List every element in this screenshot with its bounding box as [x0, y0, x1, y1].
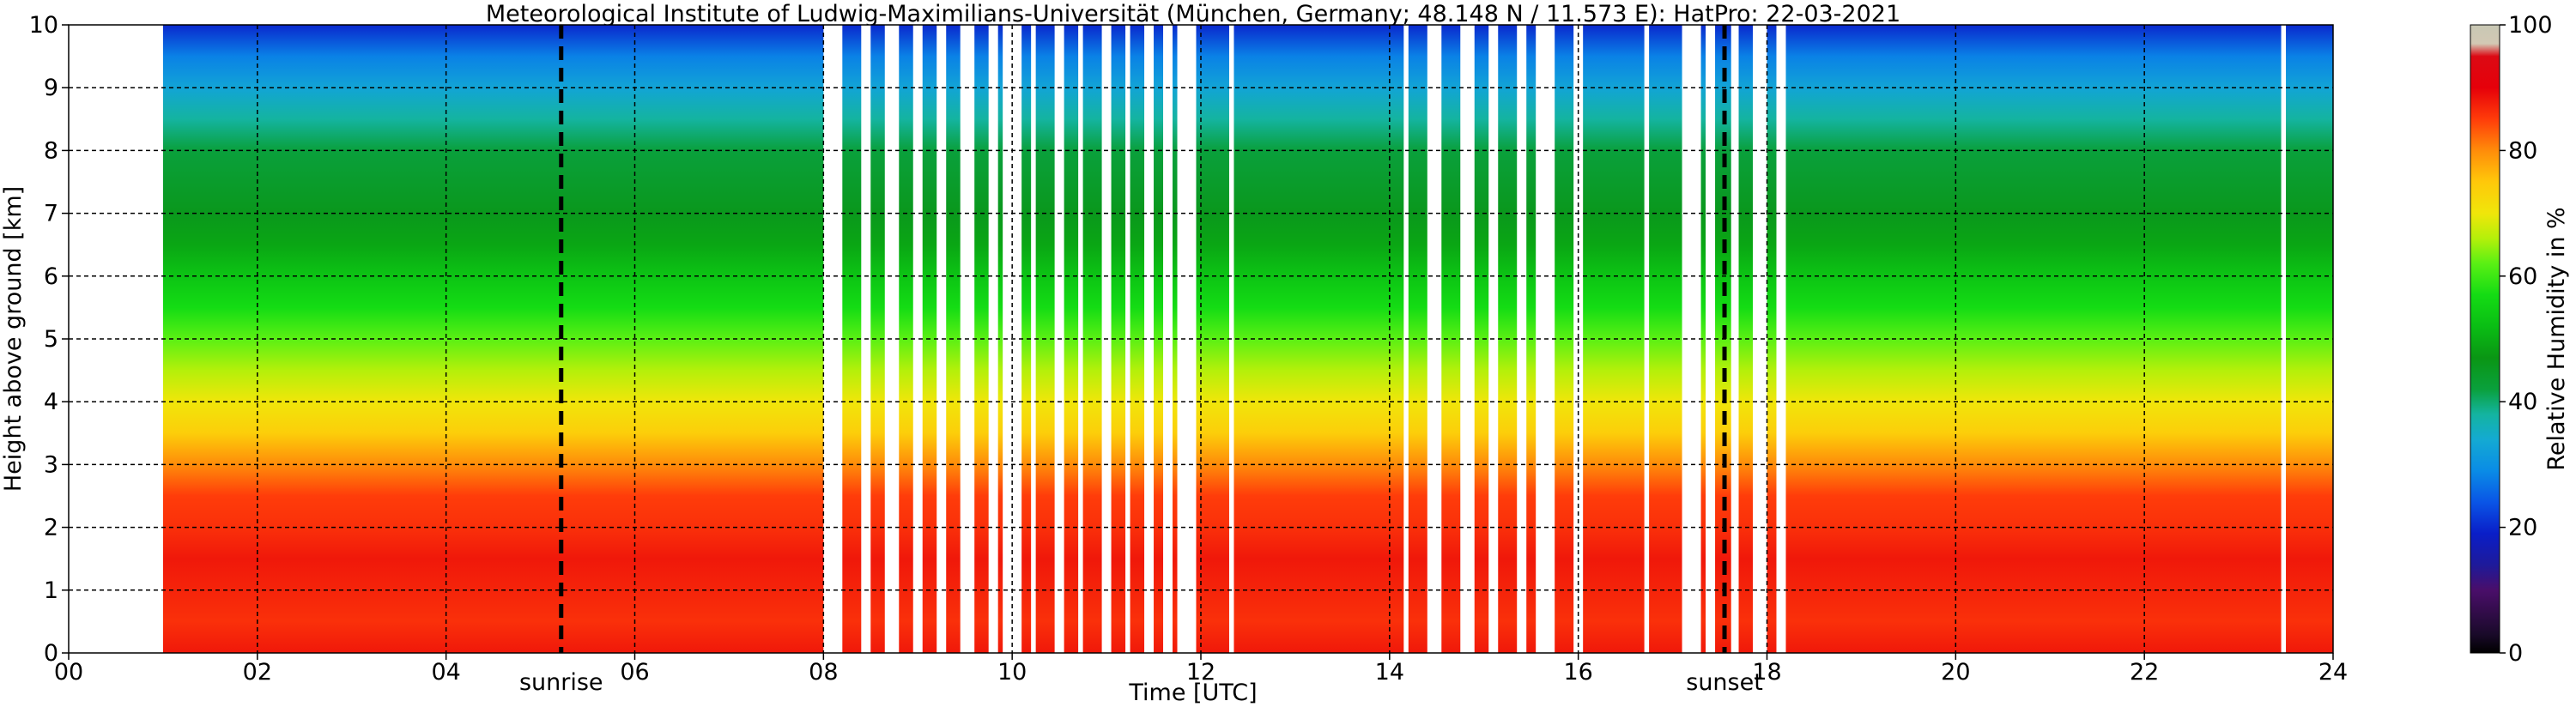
- chart-title: Meteorological Institute of Ludwig-Maxim…: [486, 1, 1900, 27]
- missing-data-gap: [1776, 25, 1786, 653]
- x-tick-label: 02: [243, 659, 272, 686]
- colorbar-ticks: 0 20 40 60 80 100: [2500, 12, 2553, 667]
- x-axis-label: Time [UTC]: [1128, 680, 1257, 706]
- colorbar-tick-label: 100: [2508, 12, 2553, 39]
- x-tick-label: 06: [620, 659, 649, 686]
- colorbar-tick-label: 80: [2508, 137, 2537, 164]
- missing-data-gap: [912, 25, 923, 653]
- missing-data-gap: [1144, 25, 1155, 653]
- x-tick-label: 24: [2318, 659, 2348, 686]
- missing-data-gap: [823, 25, 843, 653]
- colorbar-tick-label: 40: [2508, 389, 2537, 415]
- y-tick-label: 8: [44, 137, 58, 164]
- y-tick-label: 3: [44, 451, 58, 478]
- missing-data-gap: [884, 25, 900, 653]
- x-tick-label: 12: [1186, 659, 1215, 686]
- y-tick-label: 6: [44, 263, 58, 290]
- missing-data-gap: [1078, 25, 1083, 653]
- sunrise-label: sunrise: [519, 669, 603, 696]
- x-tick-label: 20: [1941, 659, 1970, 686]
- x-tick-label: 16: [1563, 659, 1592, 686]
- y-tick-label: 10: [29, 12, 58, 39]
- x-tick-label: 18: [1752, 659, 1781, 686]
- colorbar: 0 20 40 60 80 100 Relative Humidity in %: [2470, 12, 2570, 667]
- x-tick-label: 22: [2130, 659, 2159, 686]
- missing-data-gap: [1177, 25, 1197, 653]
- y-tick-label: 4: [44, 389, 58, 415]
- x-axis-ticks: 00 02 04 06 08 10 12 14 16 18 20 22 24 sunrise sunset: [54, 653, 2348, 696]
- missing-data-gap: [988, 25, 998, 653]
- colorbar-label: Relative Humidity in %: [2543, 207, 2570, 470]
- x-tick-label: 14: [1375, 659, 1404, 686]
- colorbar-tick-label: 60: [2508, 263, 2537, 290]
- colorbar-scale: [2470, 24, 2500, 654]
- missing-data-gap: [1427, 25, 1442, 653]
- missing-data-gap: [936, 25, 947, 653]
- missing-data-gap: [1031, 25, 1036, 653]
- colorbar-tick-label: 0: [2508, 640, 2523, 667]
- missing-data-gap: [1730, 25, 1739, 653]
- y-tick-label: 2: [44, 515, 58, 541]
- sunset-label: sunset: [1686, 669, 1763, 696]
- y-tick-label: 0: [44, 640, 58, 667]
- y-tick-label: 5: [44, 326, 58, 353]
- missing-data-gap: [2281, 25, 2287, 653]
- y-tick-label: 9: [44, 75, 58, 101]
- x-tick-label: 10: [997, 659, 1027, 686]
- colorbar-tick-label: 20: [2508, 515, 2537, 541]
- x-tick-label: 08: [809, 659, 838, 686]
- sun-annotations: [559, 25, 1727, 653]
- missing-data-gap: [1753, 25, 1767, 653]
- x-tick-label: 00: [54, 659, 83, 686]
- y-tick-label: 1: [44, 577, 58, 604]
- y-axis-label: Height above ground [km]: [0, 186, 27, 492]
- x-tick-label: 04: [431, 659, 460, 686]
- y-tick-label: 7: [44, 201, 58, 227]
- grid-lines: [69, 25, 2333, 653]
- y-axis-ticks: 0 1 2 3 4 5 6 7 8 9 10: [29, 12, 69, 667]
- plot-area: [68, 24, 2334, 654]
